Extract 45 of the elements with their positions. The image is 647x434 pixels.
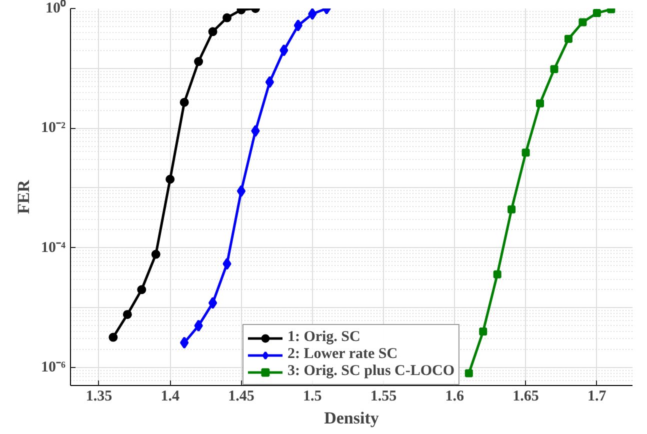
x-axis-title: Density: [324, 408, 380, 428]
point: [236, 185, 246, 198]
point: [208, 296, 218, 309]
point: [208, 27, 218, 36]
point: [578, 18, 587, 26]
point: [222, 13, 232, 22]
point: [522, 148, 530, 157]
point: [222, 258, 232, 270]
point: [194, 57, 204, 66]
x-tick-label: 1.45: [228, 388, 254, 404]
x-tick-label: 1.65: [512, 388, 539, 404]
point: [550, 65, 558, 74]
y-axis-title: FER: [14, 179, 34, 214]
point: [265, 76, 274, 88]
x-tick-label: 1.35: [86, 388, 112, 404]
legend-label: 1: Orig. SC: [287, 329, 360, 346]
x-tick-label: 1.6: [445, 388, 465, 404]
x-tick-label: 1.7: [588, 388, 607, 404]
point: [479, 327, 488, 336]
y-tick-label: 10⁻⁴: [41, 240, 66, 256]
x-tick-label: 1.55: [370, 388, 397, 404]
point: [280, 44, 288, 56]
point: [592, 9, 601, 18]
y-tick-label: 10⁻⁶: [41, 359, 66, 376]
point: [194, 320, 203, 332]
point: [122, 310, 132, 319]
point: [251, 124, 260, 137]
x-tick-label: 1.4: [160, 388, 180, 404]
point: [564, 34, 572, 43]
point: [536, 99, 544, 108]
legend-label: 2: Lower rate SC: [287, 346, 398, 363]
point: [180, 98, 189, 107]
point: [108, 332, 118, 342]
point: [508, 205, 516, 214]
point: [151, 250, 160, 259]
point: [137, 285, 146, 294]
point: [308, 8, 317, 20]
point: [180, 336, 189, 349]
x-tick-label: 1.5: [303, 388, 322, 404]
point: [493, 270, 502, 278]
legend-label: 3: Orig. SC plus C-LOCO: [287, 363, 455, 380]
point: [464, 369, 473, 378]
point: [166, 174, 175, 184]
y-tick-label: 10⁻²: [41, 120, 66, 136]
point: [294, 19, 302, 32]
